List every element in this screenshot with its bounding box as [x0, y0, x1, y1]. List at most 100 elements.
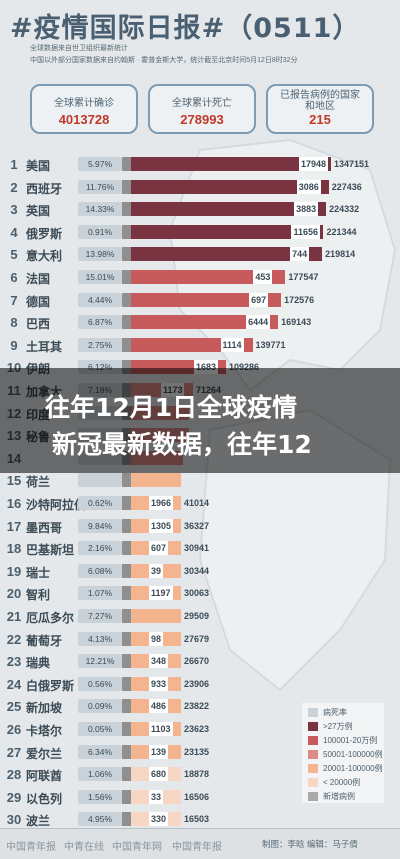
fatality-rate: 12.21%	[78, 654, 122, 668]
new-cases-label: 607	[149, 541, 169, 555]
legend-swatch	[308, 708, 318, 718]
cumulative-value: 16503	[184, 814, 210, 824]
footer-logo: 中国青年报	[6, 842, 56, 853]
rank-number: 8	[10, 315, 18, 330]
bar-divider	[122, 157, 131, 171]
country-name: 西班牙	[26, 182, 63, 196]
cumulative-value: 219814	[325, 249, 356, 259]
fatality-rate: 4.95%	[78, 812, 122, 826]
rank-number: 27	[6, 745, 22, 760]
bar-divider	[122, 315, 131, 329]
cumulative-value: 41014	[184, 498, 210, 508]
country-name: 波兰	[26, 814, 51, 828]
case-bar	[131, 202, 327, 216]
cumulative-value: 139771	[255, 340, 286, 350]
cumulative-value: 23135	[184, 747, 210, 757]
rank-number: 30	[6, 812, 22, 827]
bar-divider	[122, 360, 131, 374]
rank-number: 4	[10, 225, 18, 240]
bar-divider	[122, 654, 131, 668]
fatality-rate: 11.76%	[78, 180, 122, 194]
bar-divider	[122, 767, 131, 781]
new-cases-label: 17948	[299, 157, 329, 171]
fatality-rate: 14.33%	[78, 202, 122, 216]
rank-number: 18	[6, 541, 22, 556]
country-name: 土耳其	[26, 340, 63, 354]
country-name: 阿联酋	[26, 769, 63, 783]
source-line-1: 全球数据来自世卫组织最新统计	[30, 45, 128, 52]
case-bar	[131, 293, 282, 307]
rank-number: 2	[10, 180, 18, 195]
bar-divider	[122, 812, 131, 826]
cumulative-value: 169143	[281, 317, 312, 327]
fatality-rate: 9.84%	[78, 519, 122, 533]
fatality-rate: 6.08%	[78, 564, 122, 578]
footer: 中国青年报 中青在线 中国青年网 中国青年报 制图：李晗 编辑：马子倩	[0, 828, 400, 859]
fatality-rate: 13.98%	[78, 247, 122, 261]
fatality-rate: 0.56%	[78, 677, 122, 691]
summary-value: 278993	[180, 112, 224, 127]
bar-divider	[122, 293, 131, 307]
country-name: 葡萄牙	[26, 634, 63, 648]
new-cases-label: 453	[253, 270, 273, 284]
legend-item: < 20000例	[308, 777, 360, 788]
cumulative-value: 36327	[184, 521, 210, 531]
country-name: 意大利	[26, 249, 63, 263]
bar-divider	[122, 541, 131, 555]
case-bar	[131, 157, 331, 171]
country-name: 美国	[26, 159, 51, 173]
bar-divider	[122, 247, 131, 261]
new-cases-label: 697	[249, 293, 269, 307]
fatality-rate: 2.75%	[78, 338, 122, 352]
fatality-rate: 4.44%	[78, 293, 122, 307]
rank-number: 20	[6, 586, 22, 601]
fatality-rate: 2.16%	[78, 541, 122, 555]
poster-title: #疫情国际日报#（0511）	[10, 13, 361, 44]
country-name: 英国	[26, 204, 51, 218]
legend-item: 50001-100000例	[308, 749, 383, 760]
new-cases-label: 348	[149, 654, 169, 668]
country-name: 巴基斯坦	[26, 543, 75, 557]
new-cases-label: 1197	[149, 586, 173, 600]
country-name: 俄罗斯	[26, 227, 63, 241]
fatality-rate: 7.27%	[78, 609, 122, 623]
bar-divider	[122, 270, 131, 284]
new-cases-label: 1305	[149, 519, 174, 533]
case-bar	[131, 225, 324, 239]
legend-swatch	[308, 778, 318, 788]
summary-label: 全球累计确诊	[54, 98, 114, 109]
country-name: 厄瓜多尔	[26, 611, 75, 625]
legend-item: 新增病例	[308, 791, 355, 802]
bar-divider	[122, 225, 131, 239]
summary-label: 全球累计死亡	[172, 98, 232, 109]
new-cases-label: 1966	[149, 496, 174, 510]
bar-divider	[122, 180, 131, 194]
rank-number: 22	[6, 632, 22, 647]
cumulative-value: 109286	[229, 362, 260, 372]
cumulative-value: 26670	[184, 656, 210, 666]
rank-number: 23	[6, 654, 22, 669]
new-cases-label: 486	[149, 699, 169, 713]
rank-number: 15	[6, 473, 22, 488]
rank-number: 1	[10, 157, 18, 172]
cumulative-value: 1347151	[334, 159, 370, 169]
rank-number: 21	[6, 609, 22, 624]
legend-swatch	[308, 750, 318, 760]
case-bar	[131, 247, 323, 261]
cumulative-value: 177547	[288, 272, 319, 282]
country-name: 卡塔尔	[26, 724, 63, 738]
cumulative-value: 18878	[184, 769, 210, 779]
bar-divider	[122, 632, 131, 646]
new-cases-label: 3883	[294, 202, 319, 216]
summary-value: 215	[309, 112, 331, 127]
rank-number: 25	[6, 699, 22, 714]
bar-divider	[122, 473, 131, 487]
legend-swatch	[308, 792, 318, 802]
case-bar	[131, 180, 329, 194]
cumulative-value: 227436	[331, 182, 362, 192]
bar-divider	[122, 519, 131, 533]
rank-number: 29	[6, 790, 22, 805]
country-name: 新加坡	[26, 701, 63, 715]
rank-number: 19	[6, 564, 22, 579]
